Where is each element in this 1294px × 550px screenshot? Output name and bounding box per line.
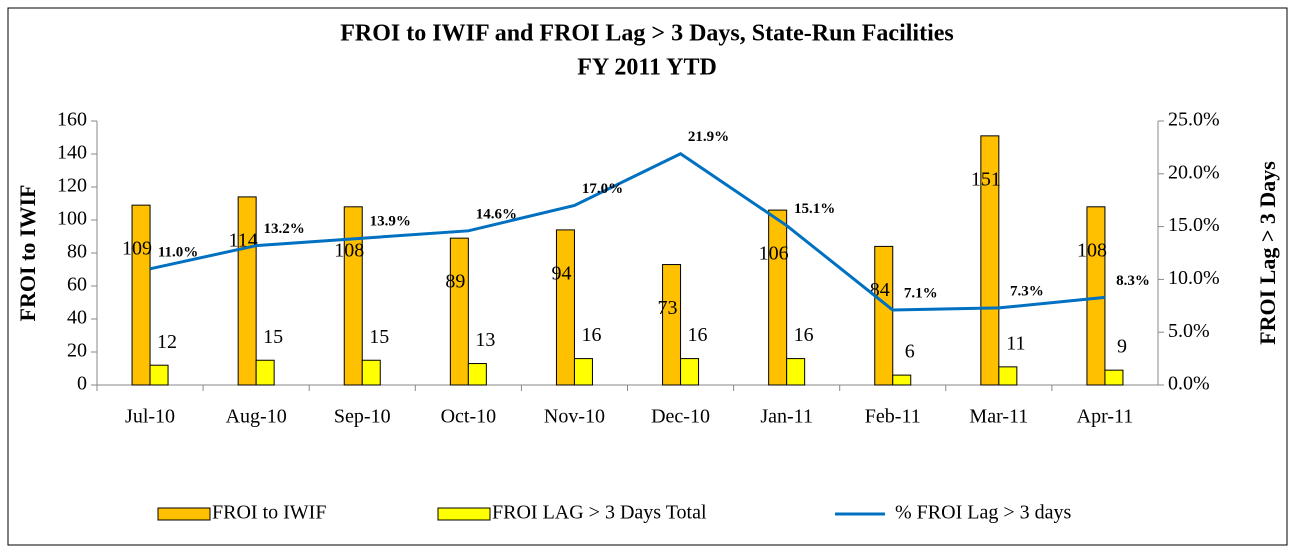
x-tick-label: Apr-11: [1077, 406, 1134, 428]
legend-label: FROI LAG > 3 Days Total: [492, 502, 707, 524]
bar: [998, 366, 1018, 386]
bar: [1104, 369, 1124, 386]
bar: [555, 229, 575, 386]
y-tick-label: 100: [57, 208, 87, 230]
bar-value-label: 11: [1006, 332, 1025, 354]
y2-tick-label: 20.0%: [1168, 161, 1220, 183]
y-tick-label: 0: [77, 373, 87, 395]
y-tick-label: 140: [57, 142, 87, 164]
bar: [786, 358, 806, 386]
line-value-label: 13.9%: [370, 214, 411, 230]
line-value-label: 14.6%: [476, 206, 517, 222]
legend-swatch: [437, 507, 491, 521]
bar-value-label: 9: [1117, 336, 1127, 358]
y2-tick-label: 25.0%: [1168, 109, 1220, 131]
bar-value-label: 16: [688, 324, 708, 346]
line-value-label: 13.2%: [264, 221, 305, 237]
bar: [980, 135, 1000, 386]
x-tick-label: Mar-11: [969, 406, 1028, 428]
bar: [768, 209, 788, 386]
bar-value-label: 15: [369, 326, 389, 348]
bar-value-label: 6: [905, 341, 915, 363]
y2-tick-label: 0.0%: [1168, 373, 1210, 395]
x-tick-label: Jan-11: [760, 406, 813, 428]
bar-value-label: 151: [971, 168, 1001, 190]
bar: [361, 359, 381, 386]
bar-value-label: 89: [445, 271, 465, 293]
x-tick-label: Feb-11: [865, 406, 921, 428]
bar: [343, 206, 363, 386]
y-tick-label: 80: [67, 241, 87, 263]
bar: [255, 359, 275, 386]
y-tick-label: 60: [67, 274, 87, 296]
bar: [449, 237, 469, 386]
bar: [131, 204, 151, 386]
bar: [573, 358, 593, 386]
chart-frame: [7, 7, 1288, 546]
bar: [874, 245, 894, 386]
legend-label: FROI to IWIF: [212, 502, 326, 524]
y2-tick-label: 5.0%: [1168, 320, 1210, 342]
line-value-label: 11.0%: [158, 244, 198, 260]
y-tick-label: 120: [57, 175, 87, 197]
y2-tick-label: 10.0%: [1168, 267, 1220, 289]
x-tick-label: Nov-10: [544, 406, 605, 428]
bar: [662, 264, 682, 386]
y-tick-label: 40: [67, 307, 87, 329]
x-tick-label: Sep-10: [334, 406, 391, 428]
y2-axis-title: FROI Lag > 3 Days: [1255, 161, 1280, 345]
bar: [680, 358, 700, 386]
bar-value-label: 12: [157, 331, 177, 353]
bar-value-label: 73: [658, 297, 678, 319]
bar-value-label: 84: [870, 279, 890, 301]
x-tick-label: Dec-10: [651, 406, 710, 428]
y-axis-title: FROI to IWIF: [15, 185, 40, 322]
bar: [237, 196, 257, 386]
chart-subtitle: FY 2011 YTD: [577, 55, 717, 81]
bar-value-label: 109: [122, 238, 152, 260]
bar-value-label: 108: [334, 239, 364, 261]
bar-value-label: 94: [551, 262, 571, 284]
line-value-label: 7.3%: [1010, 283, 1044, 299]
y-tick-label: 160: [57, 109, 87, 131]
bar-value-label: 13: [475, 329, 495, 351]
legend-label: % FROI Lag > 3 days: [895, 502, 1071, 524]
bar: [1086, 206, 1106, 386]
bar-value-label: 108: [1077, 239, 1107, 261]
line-series: [149, 152, 1106, 312]
bar: [149, 364, 169, 386]
line-value-label: 15.1%: [794, 201, 835, 217]
bar-value-label: 16: [794, 324, 814, 346]
legend-swatch: [157, 507, 211, 521]
x-tick-label: Aug-10: [226, 406, 287, 428]
bar-value-label: 15: [263, 326, 283, 348]
line-value-label: 17.0%: [582, 181, 623, 197]
bar: [892, 374, 912, 386]
y2-tick-label: 15.0%: [1168, 214, 1220, 236]
bar-value-label: 16: [581, 324, 601, 346]
x-tick-label: Jul-10: [125, 406, 175, 428]
x-tick-label: Oct-10: [441, 406, 497, 428]
y-tick-label: 20: [67, 340, 87, 362]
chart-title: FROI to IWIF and FROI Lag > 3 Days, Stat…: [340, 21, 953, 47]
line-value-label: 21.9%: [688, 129, 729, 145]
line-value-label: 8.3%: [1116, 273, 1150, 289]
bar: [467, 363, 487, 386]
bar-value-label: 106: [759, 243, 789, 265]
line-value-label: 7.1%: [904, 285, 938, 301]
